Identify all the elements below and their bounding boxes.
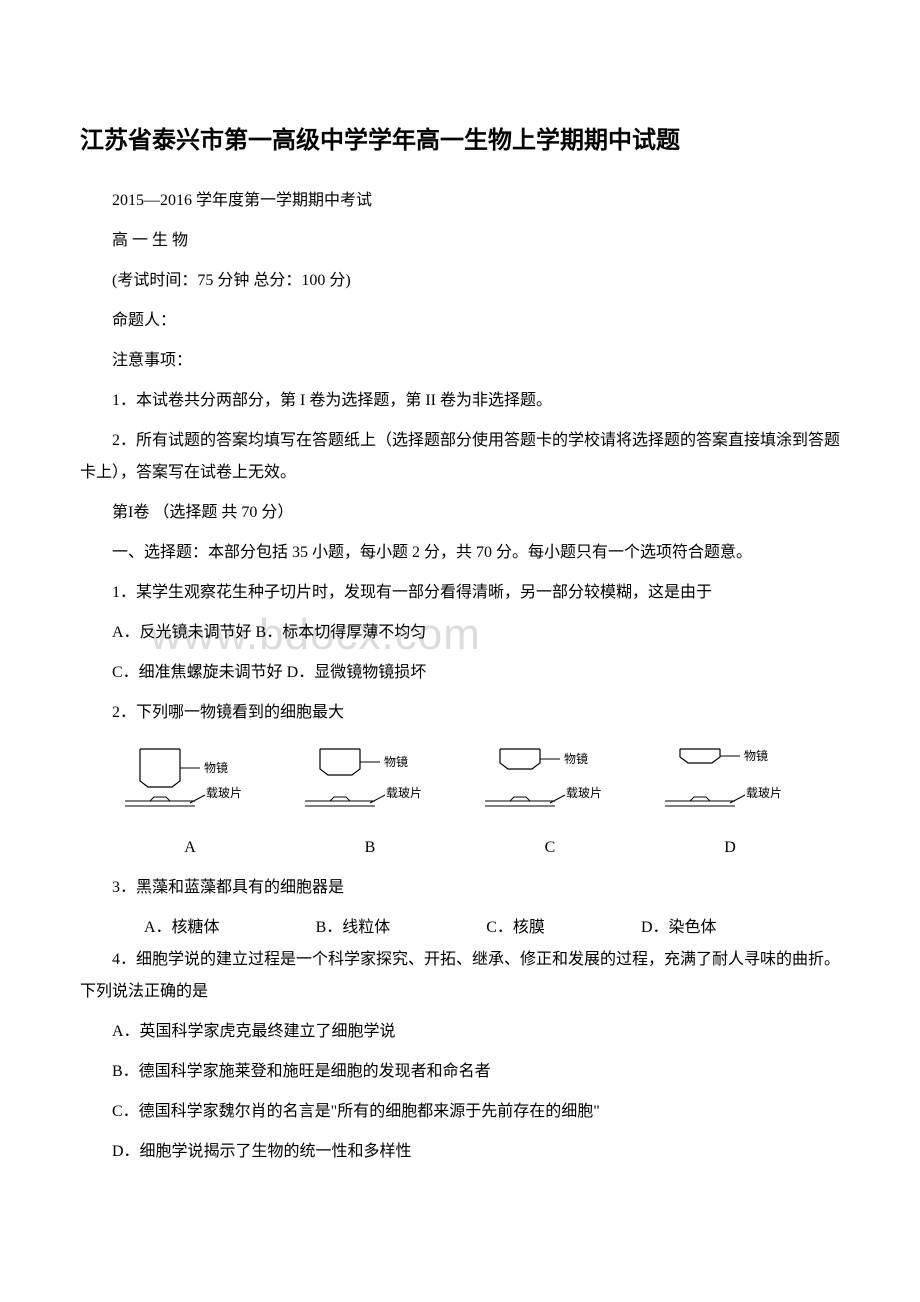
svg-text:载玻片: 载玻片	[746, 786, 782, 800]
q3-options: A．核糖体 B．线粒体 C．核膜 D．染色体	[80, 912, 840, 944]
svg-text:物镜: 物镜	[204, 760, 228, 775]
q4-opt-c: C．德国科学家魏尔肖的名言是"所有的细胞都来源于先前存在的细胞"	[80, 1096, 840, 1128]
notice-title: 注意事项：	[80, 345, 840, 377]
page-title: 江苏省泰兴市第一高级中学学年高一生物上学期期中试题	[80, 120, 840, 155]
notice-2: 2．所有试题的答案均填写在答题纸上（选择题部分使用答题卡的学校请将选择题的答案直…	[80, 425, 840, 489]
q2-diagram-row: 物镜载玻片 A 物镜载玻片 B 物镜载玻片 C 物镜载玻片 D	[120, 744, 840, 857]
svg-text:物镜: 物镜	[384, 754, 408, 769]
q4-opt-d: D．细胞学说揭示了生物的统一性和多样性	[80, 1136, 840, 1168]
q1-stem: 1．某学生观察花生种子切片时，发现有一部分看得清晰，另一部分较模糊，这是由于	[80, 577, 840, 609]
svg-text:载玻片: 载玻片	[206, 786, 242, 800]
svg-text:载玻片: 载玻片	[566, 786, 602, 800]
svg-text:载玻片: 载玻片	[386, 786, 422, 800]
q2-diagram-c: 物镜载玻片 C	[480, 744, 620, 857]
q2-diagram-label: B	[365, 839, 376, 857]
q1-options-ab: A．反光镜未调节好 B．标本切得厚薄不均匀	[80, 617, 840, 649]
section1-intro: 一、选择题：本部分包括 35 小题，每小题 2 分，共 70 分。每小题只有一个…	[80, 537, 840, 569]
q4-stem: 4．细胞学说的建立过程是一个科学家探究、开拓、继承、修正和发展的过程，充满了耐人…	[80, 944, 840, 1008]
q3-stem: 3．黑藻和蓝藻都具有的细胞器是	[80, 872, 840, 904]
svg-text:物镜: 物镜	[744, 748, 768, 763]
q3-opt-a: A．核糖体	[112, 912, 220, 944]
author-line: 命题人：	[80, 305, 840, 337]
q2-diagram-d: 物镜载玻片 D	[660, 744, 800, 857]
q2-diagram-label: C	[545, 839, 556, 857]
semester-line: 2015—2016 学年度第一学期期中考试	[80, 185, 840, 217]
q4-opt-b: B．德国科学家施莱登和施旺是细胞的发现者和命名者	[80, 1056, 840, 1088]
section1-header: 第I卷 （选择题 共 70 分）	[80, 497, 840, 529]
q1-options-cd: C．细准焦螺旋未调节好 D．显微镜物镜损坏	[80, 657, 840, 689]
exam-info-line: (考试时间：75 分钟 总分：100 分)	[80, 265, 840, 297]
subject-line: 高 一 生 物	[80, 225, 840, 257]
q3-opt-c: C．核膜	[454, 912, 545, 944]
document-content: 江苏省泰兴市第一高级中学学年高一生物上学期期中试题 2015—2016 学年度第…	[80, 120, 840, 1168]
q4-opt-a: A．英国科学家虎克最终建立了细胞学说	[80, 1016, 840, 1048]
q2-stem: 2．下列哪一物镜看到的细胞最大	[80, 697, 840, 729]
q3-opt-d: D．染色体	[609, 912, 717, 944]
q2-diagram-label: D	[724, 839, 736, 857]
q2-diagram-a: 物镜载玻片 A	[120, 744, 260, 857]
q2-diagram-b: 物镜载玻片 B	[300, 744, 440, 857]
q3-opt-b: B．线粒体	[284, 912, 391, 944]
svg-text:物镜: 物镜	[564, 751, 588, 766]
notice-1: 1．本试卷共分两部分，第 I 卷为选择题，第 II 卷为非选择题。	[80, 385, 840, 417]
q2-diagram-label: A	[184, 839, 196, 857]
